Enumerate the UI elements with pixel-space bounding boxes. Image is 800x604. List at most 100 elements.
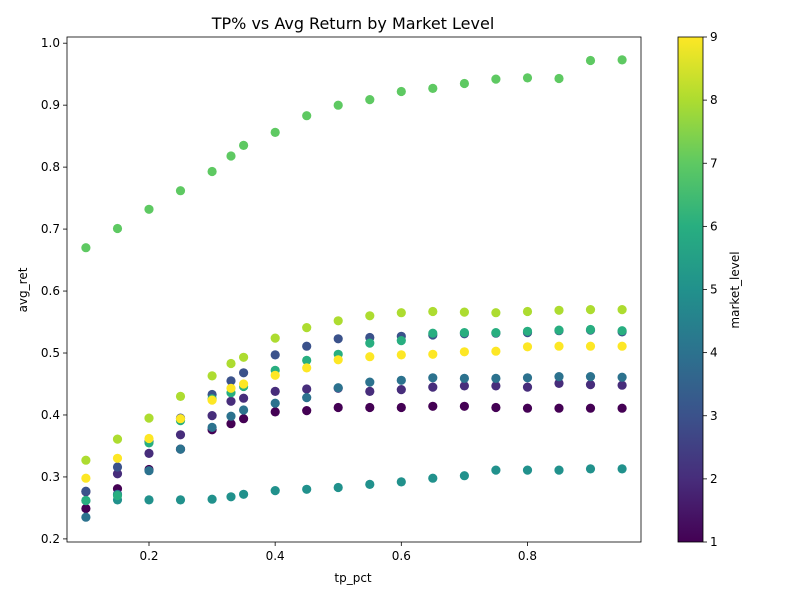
- scatter-point-level-7-18: [617, 55, 627, 65]
- scatter-point-level-7-5: [226, 151, 236, 161]
- scatter-point-level-8-5: [226, 358, 236, 369]
- scatter-point-level-1-15: [522, 403, 533, 413]
- scatter-point-level-8-18: [617, 305, 627, 315]
- scatter-point-level-8-7: [270, 333, 280, 343]
- scatter-point-level-5-13: [459, 471, 469, 481]
- colorbar-tick-label: 9: [710, 30, 718, 44]
- scatter-point-level-7-6: [239, 140, 249, 150]
- colorbar-tick-label: 5: [710, 283, 718, 297]
- scatter-point-level-5-14: [491, 465, 501, 475]
- scatter-point-level-7-11: [396, 86, 406, 97]
- scatter-point-level-8-17: [585, 305, 596, 315]
- scatter-point-level-4-12: [428, 373, 438, 383]
- scatter-point-level-8-13: [459, 307, 469, 317]
- scatter-point-level-5-9: [333, 482, 343, 493]
- scatter-point-level-9-13: [459, 347, 469, 357]
- scatter-point-level-6-13: [459, 328, 469, 338]
- scatter-point-level-9-4: [207, 395, 217, 405]
- scatter-point-level-1-18: [617, 403, 627, 413]
- scatter-point-level-9-17: [585, 341, 596, 351]
- y-tick-label: 0.7: [41, 222, 60, 236]
- scatter-point-level-3-0: [81, 486, 91, 496]
- scatter-point-level-9-5: [226, 383, 236, 393]
- scatter-point-level-4-7: [270, 398, 280, 408]
- scatter-point-level-5-8: [302, 484, 312, 494]
- scatter-point-level-7-14: [491, 74, 501, 84]
- scatter-point-level-6-0: [81, 495, 91, 506]
- points-layer: [81, 55, 627, 522]
- x-tick-label: 0.4: [266, 549, 285, 563]
- scatter-point-level-5-10: [365, 479, 375, 489]
- x-tick-label: 0.2: [139, 549, 158, 563]
- scatter-point-level-9-3: [175, 414, 186, 424]
- y-tick-label: 0.2: [41, 532, 60, 546]
- scatter-point-level-2-12: [428, 382, 438, 392]
- scatter-point-level-2-17: [585, 380, 596, 390]
- scatter-point-level-5-6: [239, 489, 249, 499]
- scatter-point-level-7-13: [459, 78, 469, 89]
- scatter-point-level-4-10: [365, 377, 375, 387]
- scatter-point-level-6-17: [585, 324, 596, 335]
- scatter-point-level-5-11: [396, 477, 406, 487]
- scatter-point-level-2-6: [239, 393, 249, 403]
- x-axis-label: tp_pct: [334, 571, 372, 585]
- scatter-point-level-2-4: [207, 411, 217, 421]
- scatter-point-level-2-3: [175, 430, 186, 440]
- y-tick-label: 0.5: [41, 346, 60, 360]
- scatter-point-level-9-6: [239, 379, 249, 389]
- scatter-point-level-5-4: [207, 494, 217, 504]
- colorbar-ticks: 1 2 3 4 5 6 7 8 9: [703, 30, 718, 549]
- scatter-point-level-5-16: [554, 465, 564, 475]
- colorbar-tick-label: 7: [710, 156, 718, 170]
- scatter-point-level-4-2: [144, 466, 154, 476]
- scatter-point-level-9-8: [302, 363, 312, 373]
- scatter-point-level-9-15: [522, 342, 533, 352]
- scatter-point-level-1-11: [396, 402, 406, 413]
- scatter-point-level-6-10: [365, 338, 375, 348]
- scatter-point-level-2-1: [112, 469, 123, 479]
- x-tick-label: 0.8: [518, 549, 537, 563]
- scatter-point-level-6-14: [491, 328, 501, 338]
- scatter-point-level-9-2: [144, 433, 154, 444]
- scatter-point-level-1-14: [491, 402, 501, 413]
- scatter-point-level-1-5: [226, 419, 236, 429]
- scatter-point-level-7-7: [270, 127, 280, 137]
- scatter-point-level-2-11: [396, 385, 406, 395]
- scatter-point-level-5-5: [226, 492, 236, 502]
- y-tick-label: 0.8: [41, 160, 60, 174]
- scatter-point-level-4-6: [239, 405, 249, 415]
- scatter-point-level-5-15: [522, 465, 533, 475]
- scatter-point-level-1-10: [365, 402, 375, 413]
- scatter-point-level-4-11: [396, 375, 406, 385]
- colorbar-tick-label: 3: [710, 409, 718, 423]
- scatter-point-level-6-1: [112, 490, 123, 501]
- scatter-point-level-4-17: [585, 372, 596, 382]
- scatter-point-level-7-3: [175, 186, 186, 196]
- scatter-point-level-8-15: [522, 306, 533, 317]
- scatter-point-level-6-18: [617, 326, 627, 336]
- scatter-point-level-3-8: [302, 341, 312, 351]
- scatter-point-level-2-16: [554, 378, 564, 388]
- scatter-point-level-8-4: [207, 371, 217, 381]
- scatter-point-level-6-15: [522, 326, 533, 336]
- y-tick-label: 0.4: [41, 408, 60, 422]
- y-tick-label: 0.6: [41, 284, 60, 298]
- scatter-point-level-1-12: [428, 401, 438, 411]
- scatter-point-level-3-9: [333, 334, 343, 344]
- scatter-point-level-1-6: [239, 414, 249, 424]
- scatter-point-level-6-8: [302, 355, 312, 365]
- scatter-point-level-6-11: [396, 336, 406, 346]
- colorbar: [677, 36, 704, 543]
- scatter-point-level-3-5: [226, 376, 236, 386]
- scatter-point-level-9-7: [270, 370, 280, 380]
- colorbar-tick-label: 1: [710, 535, 718, 549]
- scatter-point-level-1-16: [554, 403, 564, 413]
- scatter-point-level-4-18: [617, 372, 627, 382]
- scatter-point-level-4-0: [81, 512, 91, 522]
- scatter-point-level-1-9: [333, 402, 343, 413]
- scatter-point-level-7-15: [522, 73, 533, 83]
- scatter-point-level-5-7: [270, 486, 280, 496]
- scatter-point-level-6-12: [428, 328, 438, 338]
- scatter-point-level-7-16: [554, 73, 564, 84]
